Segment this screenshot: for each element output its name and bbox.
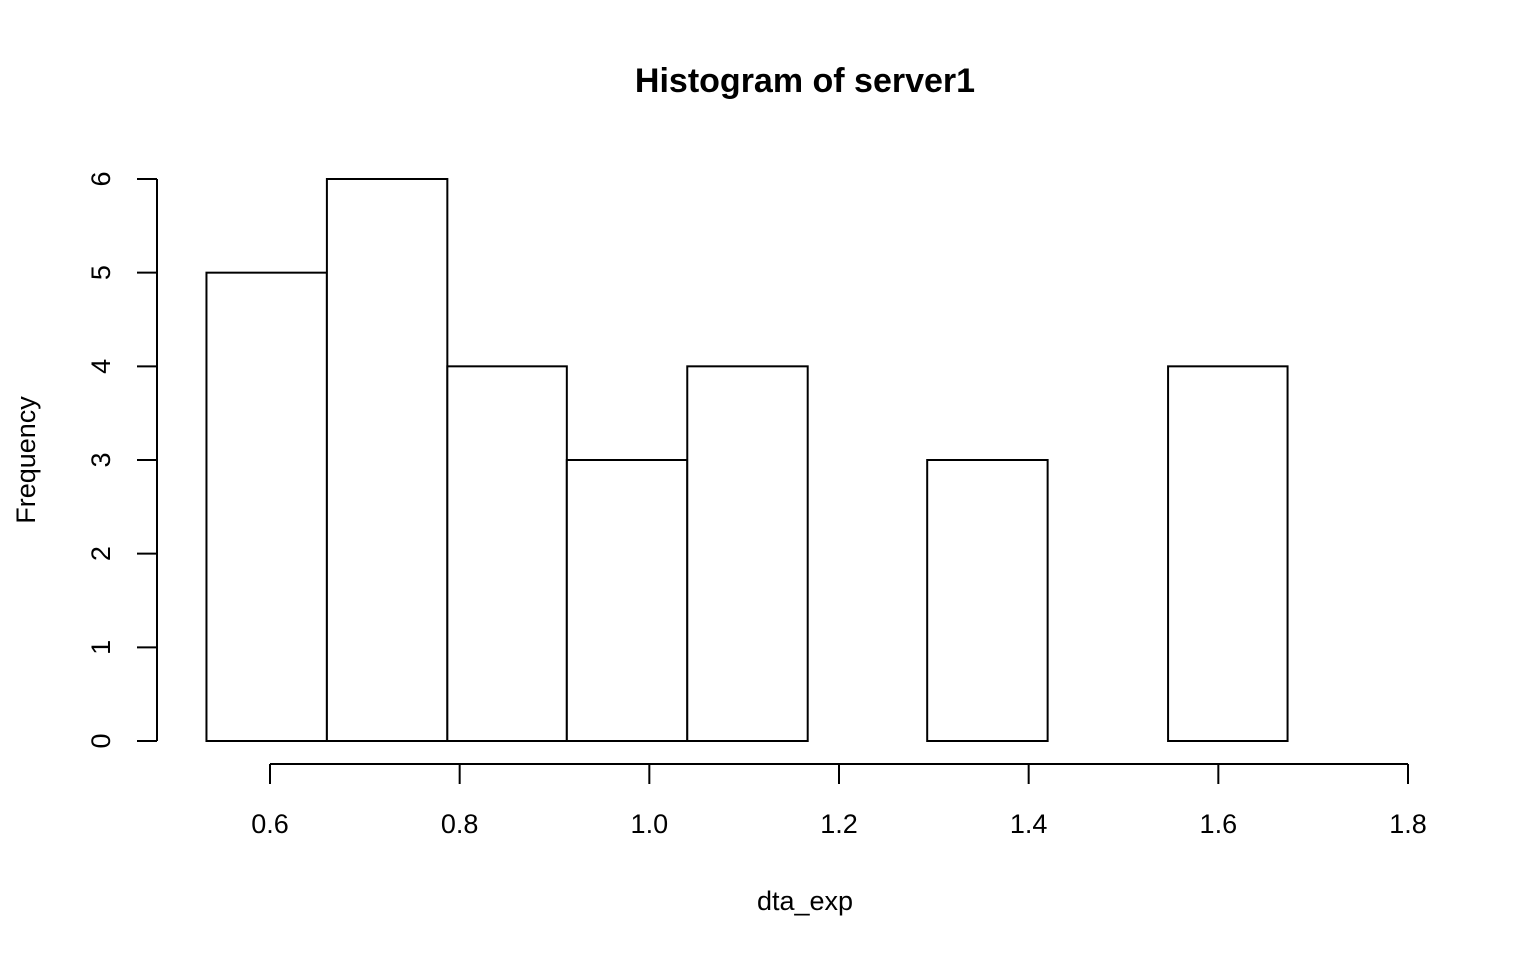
histogram-bar bbox=[565, 459, 689, 742]
y-tick-label: 0 bbox=[86, 733, 116, 748]
histogram-bar bbox=[926, 459, 1049, 742]
x-tick-label: 0.8 bbox=[441, 809, 479, 839]
histogram-bar bbox=[205, 271, 328, 742]
histogram-bar bbox=[1167, 365, 1289, 742]
y-tick-label: 6 bbox=[86, 171, 116, 186]
histogram-bar bbox=[446, 365, 568, 742]
histogram-bar bbox=[686, 365, 809, 742]
x-axis: 0.6 0.8 1.0 1.2 1.4 1.6 1.8 bbox=[251, 763, 1427, 839]
x-tick-label: 1.6 bbox=[1200, 809, 1238, 839]
x-tick-label: 1.0 bbox=[631, 809, 669, 839]
y-tick-label: 1 bbox=[86, 640, 116, 655]
y-tick-label: 4 bbox=[86, 359, 116, 374]
y-axis: 0 1 2 3 4 5 6 bbox=[86, 171, 158, 749]
histogram-bars bbox=[205, 178, 1289, 742]
x-tick-label: 1.2 bbox=[820, 809, 858, 839]
x-axis-label: dta_exp bbox=[757, 886, 853, 916]
y-tick-label: 2 bbox=[86, 546, 116, 561]
chart-title: Histogram of server1 bbox=[635, 62, 975, 100]
y-axis-label: Frequency bbox=[11, 396, 41, 524]
x-tick-label: 0.6 bbox=[251, 809, 289, 839]
x-tick-label: 1.4 bbox=[1010, 809, 1048, 839]
x-tick-label: 1.8 bbox=[1389, 809, 1427, 839]
y-tick-label: 5 bbox=[86, 265, 116, 280]
y-tick-label: 3 bbox=[86, 452, 116, 467]
histogram-bar bbox=[325, 178, 449, 742]
